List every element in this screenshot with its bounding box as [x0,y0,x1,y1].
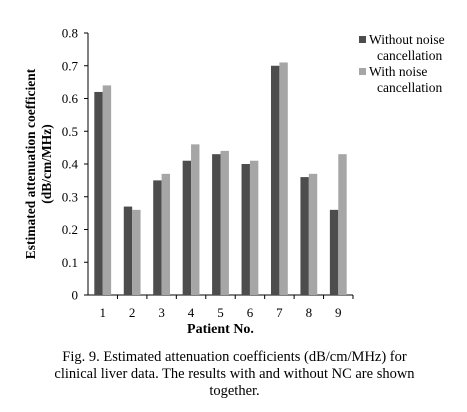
x-tick-label: 3 [158,305,165,320]
x-tick-label: 6 [247,305,254,320]
bar-without-nc [123,206,133,295]
x-tick-label: 2 [129,305,136,320]
y-tick-label: 0.2 [62,222,78,237]
y-tick-label: 0.7 [62,58,79,73]
bar-without-nc [241,164,250,295]
y-tick-label: 0.4 [62,157,79,172]
caption-line-1: Fig. 9. Estimated attenuation coefficien… [62,349,407,365]
y-tick-label: 0.8 [62,26,78,41]
y-tick-label: 0.6 [62,91,79,106]
y-axis-label: Estimated attenuation coefficient(dB/cm/… [23,68,54,259]
y-tick-label: 0 [72,288,79,303]
bar-with-nc [220,150,229,295]
figure-caption: Fig. 9. Estimated attenuation coefficien… [14,349,455,400]
legend-entry-line: With noise [369,64,427,79]
legend-entry: Without noise cancellation [369,32,445,63]
legend-entry-line: cancellation [377,48,442,63]
y-tick-label: 0.3 [62,189,78,204]
legend-entry-line: cancellation [377,80,442,95]
bar-without-nc [182,160,192,295]
caption-line-2: clinical liver data. The results with an… [54,366,415,382]
caption-line-3: together. [209,383,260,399]
y-tick-label: 0.5 [62,124,78,139]
bar-without-nc [300,177,309,295]
attenuation-bar-chart: 0 0.1 0.2 0.3 0.4 0.5 0.6 0.7 0.8 1 2 3 4 5 6 7 8 9 Patien… [23,26,445,338]
bar-with-nc [338,154,347,295]
legend-entry-line: Without noise [369,32,445,47]
bar-with-nc [249,160,259,295]
bar-without-nc [212,154,221,295]
y-axis-label-line: (dB/cm/MHz) [39,124,54,203]
y-axis-label-line: Estimated attenuation coefficient [23,68,38,259]
x-tick-label: 4 [188,305,195,320]
legend-swatch [359,36,366,43]
x-tick-label: 1 [99,305,106,320]
bar-without-nc [329,209,339,295]
bar-without-nc [270,65,280,295]
bar-with-nc [132,209,141,295]
legend-entry: With noise cancellation [369,64,442,95]
bar-with-nc [279,62,288,295]
x-tick-label: 5 [217,305,224,320]
legend-swatch [359,68,366,75]
x-tick-label: 7 [276,305,283,320]
x-axis-label: Patient No. [187,322,254,337]
x-tick-label: 9 [335,305,342,320]
x-tick-label: 8 [306,305,313,320]
bar-with-nc [102,85,112,296]
bar-with-nc [161,173,171,295]
bar-with-nc [191,144,200,295]
bar-without-nc [153,180,162,295]
y-tick-label: 0.1 [62,255,78,270]
bar-with-nc [308,173,318,295]
bar-without-nc [94,91,103,295]
